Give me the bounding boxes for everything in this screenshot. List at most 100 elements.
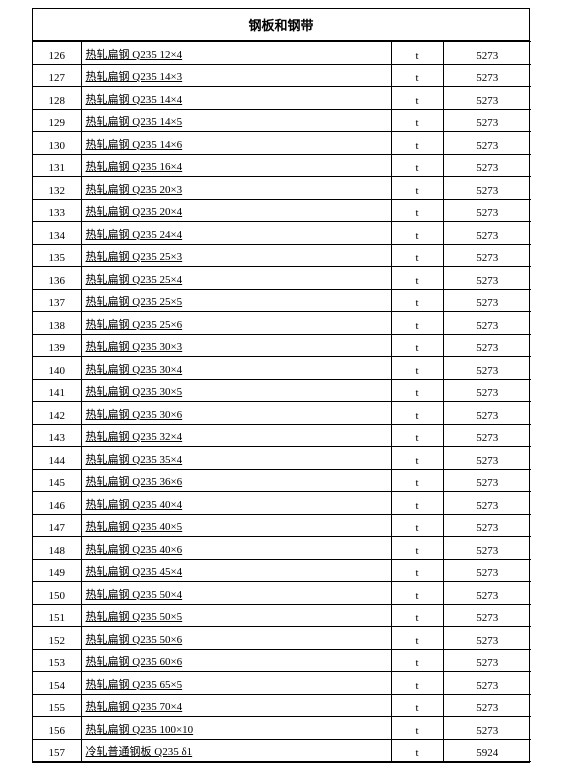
cell-description: 热轧扁钢 Q235 30×6 xyxy=(81,402,391,425)
table-row: 143热轧扁钢 Q235 32×4t5273 xyxy=(33,424,531,447)
cell-unit: t xyxy=(391,64,443,87)
cell-unit: t xyxy=(391,154,443,177)
table-row: 144热轧扁钢 Q235 35×4t5273 xyxy=(33,447,531,470)
cell-price: 5273 xyxy=(443,537,531,560)
cell-price: 5273 xyxy=(443,402,531,425)
cell-number: 128 xyxy=(33,87,81,110)
cell-description: 热轧扁钢 Q235 50×4 xyxy=(81,582,391,605)
cell-unit: t xyxy=(391,312,443,335)
cell-description: 热轧扁钢 Q235 30×4 xyxy=(81,357,391,380)
cell-number: 153 xyxy=(33,649,81,672)
cell-description: 热轧扁钢 Q235 40×5 xyxy=(81,514,391,537)
cell-description: 热轧扁钢 Q235 100×10 xyxy=(81,717,391,740)
cell-description: 热轧扁钢 Q235 25×6 xyxy=(81,312,391,335)
cell-price: 5924 xyxy=(443,739,531,762)
table-row: 140热轧扁钢 Q235 30×4t5273 xyxy=(33,357,531,380)
table-row: 139热轧扁钢 Q235 30×3t5273 xyxy=(33,334,531,357)
cell-unit: t xyxy=(391,244,443,267)
table-row: 136热轧扁钢 Q235 25×4t5273 xyxy=(33,267,531,290)
table-row: 153热轧扁钢 Q235 60×6t5273 xyxy=(33,649,531,672)
cell-number: 127 xyxy=(33,64,81,87)
cell-unit: t xyxy=(391,87,443,110)
cell-number: 156 xyxy=(33,717,81,740)
cell-description: 热轧扁钢 Q235 35×4 xyxy=(81,447,391,470)
table-row: 141热轧扁钢 Q235 30×5t5273 xyxy=(33,379,531,402)
cell-unit: t xyxy=(391,199,443,222)
cell-price: 5273 xyxy=(443,267,531,290)
cell-description: 热轧扁钢 Q235 50×5 xyxy=(81,604,391,627)
cell-price: 5273 xyxy=(443,514,531,537)
cell-unit: t xyxy=(391,604,443,627)
cell-price: 5273 xyxy=(443,199,531,222)
cell-price: 5273 xyxy=(443,177,531,200)
cell-price: 5273 xyxy=(443,357,531,380)
cell-number: 135 xyxy=(33,244,81,267)
table-row: 152热轧扁钢 Q235 50×6t5273 xyxy=(33,627,531,650)
cell-price: 5273 xyxy=(443,492,531,515)
cell-number: 152 xyxy=(33,627,81,650)
cell-price: 5273 xyxy=(443,604,531,627)
table-row: 157冷轧普通钢板 Q235 δ1t5924 xyxy=(33,739,531,762)
table-row: 137热轧扁钢 Q235 25×5t5273 xyxy=(33,289,531,312)
cell-unit: t xyxy=(391,177,443,200)
cell-price: 5273 xyxy=(443,312,531,335)
cell-number: 139 xyxy=(33,334,81,357)
steel-price-table: 钢板和钢带 126热轧扁钢 Q235 12×4t5273127热轧扁钢 Q235… xyxy=(32,8,530,763)
cell-unit: t xyxy=(391,492,443,515)
cell-description: 热轧扁钢 Q235 45×4 xyxy=(81,559,391,582)
cell-number: 140 xyxy=(33,357,81,380)
cell-description: 冷轧普通钢板 Q235 δ1 xyxy=(81,739,391,762)
cell-description: 热轧扁钢 Q235 14×5 xyxy=(81,109,391,132)
cell-number: 145 xyxy=(33,469,81,492)
cell-unit: t xyxy=(391,357,443,380)
cell-unit: t xyxy=(391,132,443,155)
cell-unit: t xyxy=(391,537,443,560)
cell-number: 147 xyxy=(33,514,81,537)
cell-number: 149 xyxy=(33,559,81,582)
cell-unit: t xyxy=(391,402,443,425)
cell-number: 141 xyxy=(33,379,81,402)
cell-unit: t xyxy=(391,267,443,290)
cell-number: 138 xyxy=(33,312,81,335)
cell-number: 151 xyxy=(33,604,81,627)
cell-unit: t xyxy=(391,379,443,402)
cell-price: 5273 xyxy=(443,447,531,470)
cell-description: 热轧扁钢 Q235 40×4 xyxy=(81,492,391,515)
table-row: 135热轧扁钢 Q235 25×3t5273 xyxy=(33,244,531,267)
cell-unit: t xyxy=(391,289,443,312)
cell-description: 热轧扁钢 Q235 14×6 xyxy=(81,132,391,155)
table-row: 133热轧扁钢 Q235 20×4t5273 xyxy=(33,199,531,222)
table-row: 127热轧扁钢 Q235 14×3t5273 xyxy=(33,64,531,87)
cell-number: 131 xyxy=(33,154,81,177)
table-row: 147热轧扁钢 Q235 40×5t5273 xyxy=(33,514,531,537)
cell-description: 热轧扁钢 Q235 14×3 xyxy=(81,64,391,87)
table-row: 154热轧扁钢 Q235 65×5t5273 xyxy=(33,672,531,695)
cell-description: 热轧扁钢 Q235 16×4 xyxy=(81,154,391,177)
cell-price: 5273 xyxy=(443,132,531,155)
cell-unit: t xyxy=(391,514,443,537)
cell-description: 热轧扁钢 Q235 25×4 xyxy=(81,267,391,290)
cell-number: 142 xyxy=(33,402,81,425)
table-row: 126热轧扁钢 Q235 12×4t5273 xyxy=(33,42,531,65)
cell-number: 143 xyxy=(33,424,81,447)
table-row: 145热轧扁钢 Q235 36×6t5273 xyxy=(33,469,531,492)
table-row: 130热轧扁钢 Q235 14×6t5273 xyxy=(33,132,531,155)
table-row: 156热轧扁钢 Q235 100×10t5273 xyxy=(33,717,531,740)
cell-unit: t xyxy=(391,694,443,717)
cell-price: 5273 xyxy=(443,672,531,695)
cell-price: 5273 xyxy=(443,379,531,402)
table-row: 146热轧扁钢 Q235 40×4t5273 xyxy=(33,492,531,515)
table-row: 131热轧扁钢 Q235 16×4t5273 xyxy=(33,154,531,177)
cell-number: 144 xyxy=(33,447,81,470)
cell-description: 热轧扁钢 Q235 20×3 xyxy=(81,177,391,200)
cell-number: 133 xyxy=(33,199,81,222)
cell-unit: t xyxy=(391,334,443,357)
cell-price: 5273 xyxy=(443,64,531,87)
cell-price: 5273 xyxy=(443,244,531,267)
table-row: 132热轧扁钢 Q235 20×3t5273 xyxy=(33,177,531,200)
cell-price: 5273 xyxy=(443,582,531,605)
cell-price: 5273 xyxy=(443,694,531,717)
cell-description: 热轧扁钢 Q235 30×3 xyxy=(81,334,391,357)
table-row: 142热轧扁钢 Q235 30×6t5273 xyxy=(33,402,531,425)
table-row: 134热轧扁钢 Q235 24×4t5273 xyxy=(33,222,531,245)
